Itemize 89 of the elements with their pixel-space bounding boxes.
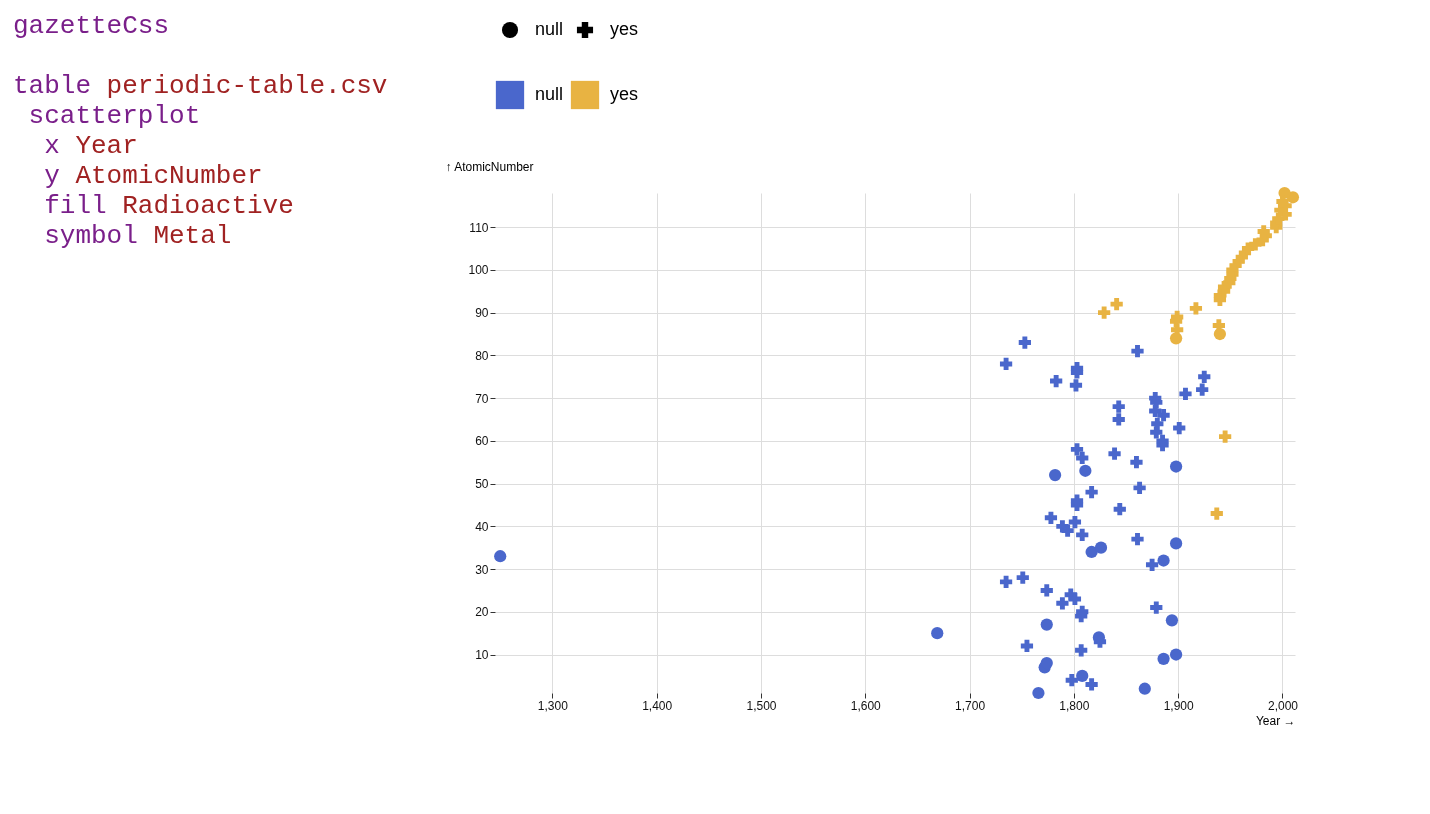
point <box>1133 481 1146 494</box>
point <box>494 550 507 563</box>
x-tick-label: 1,600 <box>850 698 882 713</box>
point <box>1016 571 1029 584</box>
point <box>1130 456 1143 469</box>
x-tick-label: 2,000 <box>1267 698 1299 713</box>
point <box>1169 537 1183 550</box>
y-tick-label: 40 <box>475 519 489 534</box>
y-tick-label: 80 <box>475 348 489 363</box>
y-tick-label: 100 <box>468 263 489 278</box>
point <box>1068 592 1082 606</box>
point <box>1018 336 1031 349</box>
point <box>1050 374 1063 388</box>
y-axis-title: ↑ AtomicNumber <box>445 159 534 174</box>
point <box>1075 644 1088 657</box>
y-tick-label: 50 <box>475 477 489 492</box>
point <box>999 575 1013 589</box>
point <box>1056 597 1069 610</box>
text: gazetteCss <box>13 11 170 41</box>
point <box>1065 674 1078 687</box>
x-tick-label: 1,800 <box>1059 698 1090 713</box>
x-tick-label: 1,300 <box>537 698 569 713</box>
point <box>1040 584 1053 597</box>
text: table periodic-table.csv <box>13 71 388 101</box>
point <box>1069 379 1083 392</box>
point <box>1040 618 1053 631</box>
x-tick-label: 1,500 <box>746 698 777 713</box>
point <box>1210 507 1223 520</box>
point <box>1138 682 1151 695</box>
point <box>1157 652 1170 665</box>
point <box>1173 421 1186 435</box>
x-tick-label: 1,400 <box>642 698 673 713</box>
point <box>1196 383 1209 396</box>
text: symbol Metal <box>44 221 232 251</box>
point <box>1169 460 1183 473</box>
point <box>1145 558 1159 571</box>
point <box>1179 387 1192 400</box>
point <box>1076 669 1089 683</box>
point <box>1218 430 1232 443</box>
point <box>1085 678 1098 691</box>
point <box>1048 468 1062 482</box>
x-axis-title: Year → <box>1255 713 1296 728</box>
point <box>1076 451 1089 465</box>
point <box>1150 601 1163 614</box>
point <box>1169 648 1183 661</box>
point <box>1189 302 1203 315</box>
point <box>1020 639 1034 653</box>
legend-label: yes <box>610 84 639 104</box>
point <box>1032 686 1045 700</box>
point <box>1165 614 1179 627</box>
point <box>1112 413 1125 426</box>
text: fill Radioactive <box>44 191 294 221</box>
text: yes <box>610 19 639 39</box>
point <box>1157 554 1170 567</box>
point <box>1110 297 1123 311</box>
point <box>1094 541 1108 554</box>
point <box>1070 443 1084 456</box>
y-tick-label: 110 <box>469 220 489 235</box>
y-tick-label: 10 <box>475 648 489 663</box>
point <box>1198 370 1211 383</box>
text: x Year <box>44 131 138 161</box>
point <box>1044 511 1058 524</box>
y-tick-label: 90 <box>475 306 489 321</box>
y-tick-label: 60 <box>475 434 489 449</box>
y-tick-label: 70 <box>475 391 489 406</box>
point <box>1098 306 1111 319</box>
text: null <box>535 19 564 39</box>
point <box>1040 656 1053 670</box>
legend-label: null <box>535 84 564 104</box>
point <box>1131 345 1144 358</box>
x-tick-label: 1,900 <box>1163 698 1195 713</box>
text: y AtomicNumber <box>44 161 263 191</box>
point <box>1157 409 1170 422</box>
y-tick-label: 30 <box>475 562 489 577</box>
text: scatterplot <box>28 101 201 131</box>
y-tick-label: 20 <box>475 605 489 620</box>
point <box>1079 464 1092 477</box>
point <box>931 627 944 640</box>
x-tick-label: 1,700 <box>955 698 986 713</box>
point <box>1068 515 1082 529</box>
point <box>1061 524 1074 537</box>
point <box>1085 486 1098 499</box>
point <box>1151 417 1164 430</box>
point <box>1131 533 1144 546</box>
point <box>999 357 1013 371</box>
point <box>1108 447 1121 460</box>
point <box>1076 528 1089 541</box>
point <box>1113 503 1126 516</box>
point <box>1112 400 1125 413</box>
